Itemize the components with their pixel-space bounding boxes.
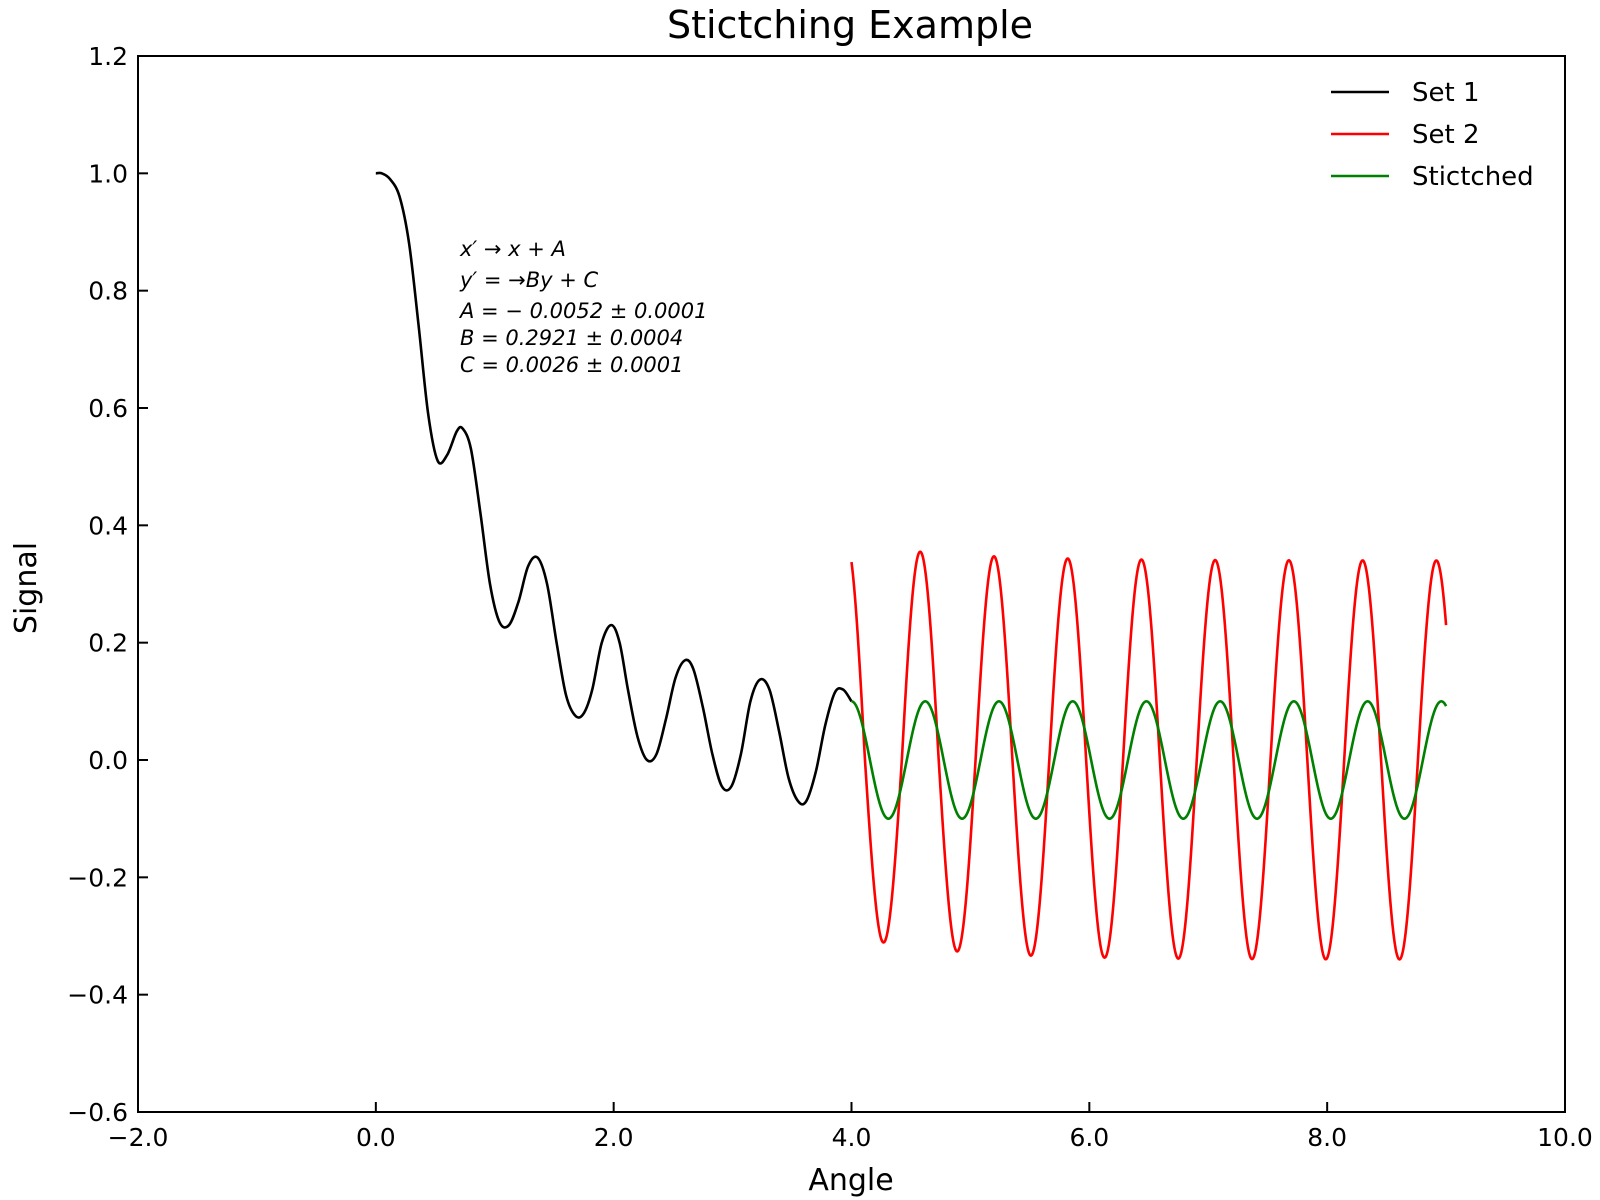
x-tick-label: 8.0	[1307, 1123, 1347, 1152]
x-axis-label: Angle	[808, 1163, 893, 1198]
annotation-line: y′ = →By + C	[459, 268, 599, 292]
y-tick-label: 1.0	[88, 159, 128, 188]
legend-label: Stictched	[1412, 162, 1534, 192]
x-tick-label: 10.0	[1537, 1123, 1593, 1152]
series-set-1-line	[375, 171, 853, 806]
y-tick-label: −0.4	[67, 981, 128, 1010]
legend-label: Set 2	[1412, 120, 1480, 150]
y-tick-label: 0.4	[88, 511, 128, 540]
x-tick-label: 2.0	[594, 1123, 634, 1152]
y-tick-label: 0.0	[88, 746, 128, 775]
series-stictched-line	[851, 700, 1448, 820]
series-layer	[375, 171, 1448, 961]
legend-label: Set 1	[1412, 78, 1480, 108]
chart-title: Stictching Example	[667, 3, 1033, 47]
plot-area	[375, 171, 1448, 961]
y-tick-label: 0.6	[88, 394, 128, 423]
y-tick-label: 0.2	[88, 629, 128, 658]
y-axis: −0.6 −0.4 −0.2 0.0 0.2 0.4 0.6 0.8 1.0 1.2	[67, 42, 148, 1127]
y-tick-label: 1.2	[88, 42, 128, 71]
annotation-line: A = − 0.0052 ± 0.0001	[458, 299, 708, 323]
legend: Set 1 Set 2 Stictched	[1331, 78, 1534, 192]
x-tick-label: 6.0	[1069, 1123, 1109, 1152]
y-axis-label: Signal	[9, 542, 44, 634]
annotation-line: C = 0.0026 ± 0.0001	[460, 353, 684, 377]
x-tick-label: 4.0	[832, 1123, 872, 1152]
annotation-line: x′ → x + A	[459, 237, 566, 261]
x-tick-label: −2.0	[108, 1123, 169, 1152]
x-tick-label: 0.0	[356, 1123, 396, 1152]
y-tick-label: 0.8	[88, 277, 128, 306]
y-tick-label: −0.2	[67, 863, 128, 892]
x-axis: −2.0 0.0 2.0 4.0 6.0 8.0 10.0	[108, 1102, 1593, 1152]
fit-annotation: x′ → x + A y′ = →By + C A = − 0.0052 ± 0.0…	[458, 237, 708, 377]
series-set-2-line	[850, 550, 1448, 961]
y-tick-label: −0.6	[67, 1098, 128, 1127]
annotation-line: B = 0.2921 ± 0.0004	[460, 326, 683, 350]
